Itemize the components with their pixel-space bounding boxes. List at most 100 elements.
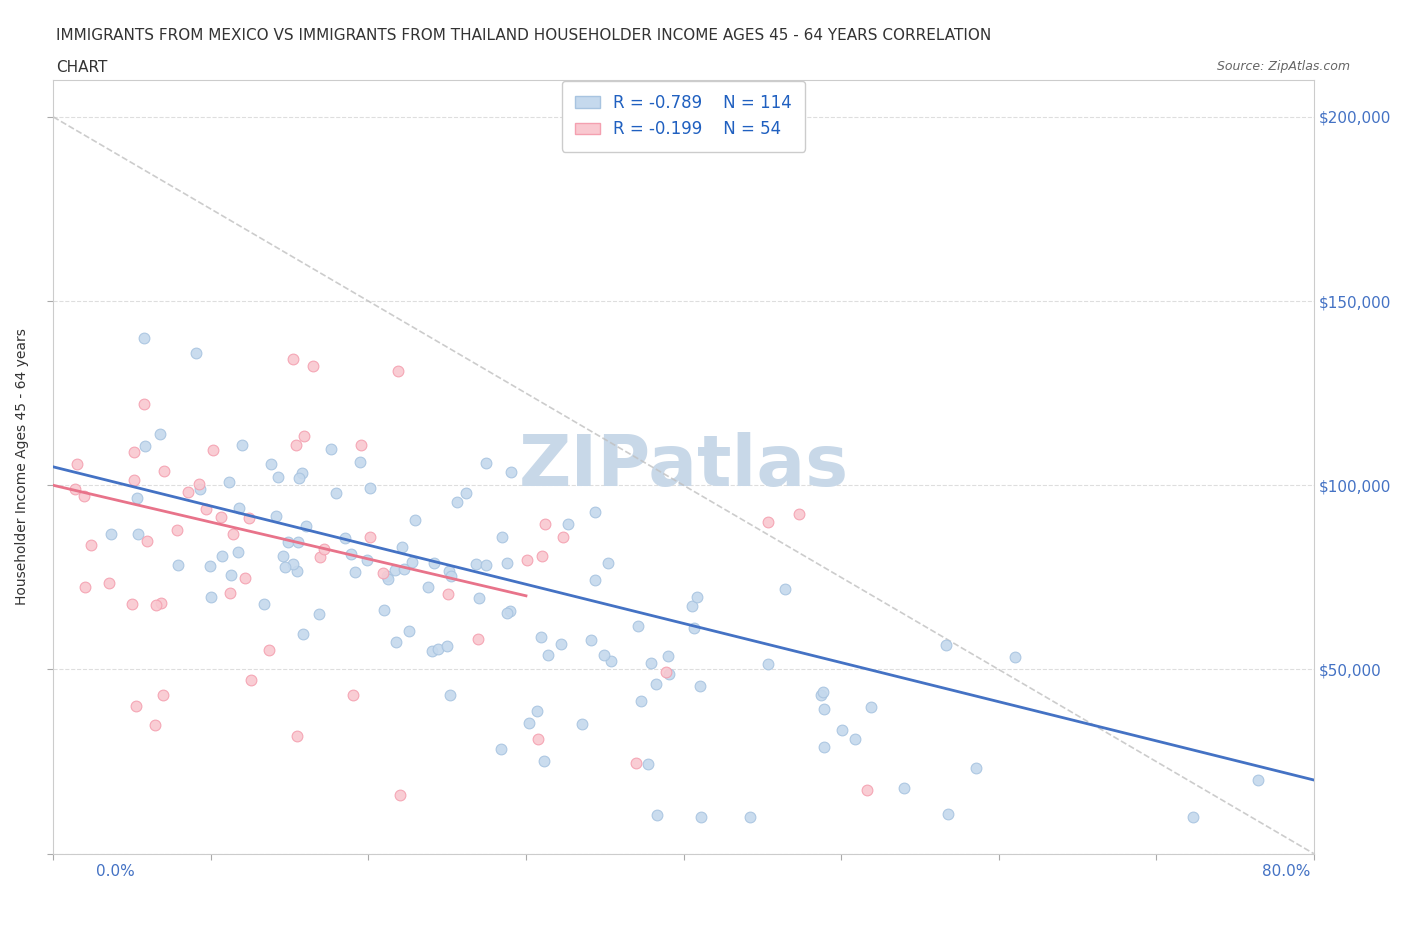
Point	[437, 587, 460, 602]
Point	[579, 632, 602, 647]
Point	[135, 533, 157, 548]
Point	[475, 456, 498, 471]
Point	[235, 571, 257, 586]
Point	[689, 678, 711, 693]
Point	[1247, 773, 1270, 788]
Point	[637, 757, 659, 772]
Point	[384, 563, 406, 578]
Point	[359, 529, 381, 544]
Point	[537, 647, 560, 662]
Point	[222, 526, 245, 541]
Point	[319, 442, 342, 457]
Point	[422, 555, 444, 570]
Point	[333, 530, 356, 545]
Point	[166, 523, 188, 538]
Point	[80, 538, 103, 552]
Point	[291, 465, 314, 480]
Point	[219, 568, 242, 583]
Point	[226, 545, 249, 560]
Point	[285, 564, 308, 578]
Point	[860, 699, 883, 714]
Point	[359, 480, 381, 495]
Point	[658, 667, 681, 682]
Point	[257, 643, 280, 658]
Point	[787, 507, 810, 522]
Point	[420, 644, 443, 658]
Point	[392, 562, 415, 577]
Text: IMMIGRANTS FROM MEXICO VS IMMIGRANTS FROM THAILAND HOUSEHOLDER INCOME AGES 45 - : IMMIGRANTS FROM MEXICO VS IMMIGRANTS FRO…	[56, 28, 991, 43]
Point	[349, 455, 371, 470]
Point	[491, 529, 513, 544]
Point	[596, 555, 619, 570]
Text: 0.0%: 0.0%	[96, 864, 135, 879]
Point	[188, 477, 211, 492]
Text: ZIPatlas: ZIPatlas	[519, 432, 849, 501]
Point	[124, 699, 146, 714]
Point	[1181, 809, 1204, 824]
Point	[253, 597, 276, 612]
Point	[150, 595, 173, 610]
Point	[127, 490, 149, 505]
Point	[647, 807, 669, 822]
Point	[238, 511, 260, 525]
Point	[437, 564, 460, 578]
Point	[630, 694, 652, 709]
Point	[533, 516, 555, 531]
Point	[291, 627, 314, 642]
Point	[496, 605, 519, 620]
Point	[65, 457, 87, 472]
Point	[267, 470, 290, 485]
Point	[285, 437, 308, 452]
Point	[474, 558, 496, 573]
Point	[73, 489, 96, 504]
Point	[63, 481, 86, 496]
Point	[831, 723, 853, 737]
Point	[292, 429, 315, 444]
Point	[811, 684, 834, 699]
Point	[231, 437, 253, 452]
Point	[240, 673, 263, 688]
Point	[75, 579, 97, 594]
Point	[177, 485, 200, 499]
Text: 80.0%: 80.0%	[1263, 864, 1310, 879]
Point	[517, 716, 540, 731]
Point	[496, 555, 519, 570]
Point	[218, 475, 240, 490]
Point	[530, 549, 553, 564]
Point	[856, 782, 879, 797]
Text: CHART: CHART	[56, 60, 108, 75]
Point	[427, 642, 450, 657]
Point	[190, 482, 212, 497]
Point	[100, 526, 122, 541]
Point	[557, 516, 579, 531]
Point	[516, 552, 538, 567]
Point	[439, 687, 461, 702]
Text: Source: ZipAtlas.com: Source: ZipAtlas.com	[1216, 60, 1350, 73]
Point	[401, 555, 423, 570]
Point	[349, 437, 371, 452]
Point	[501, 464, 523, 479]
Point	[184, 346, 207, 361]
Point	[467, 591, 489, 605]
Point	[314, 541, 336, 556]
Point	[690, 809, 713, 824]
Point	[285, 728, 308, 743]
Point	[228, 500, 250, 515]
Point	[551, 529, 574, 544]
Point	[121, 596, 143, 611]
Point	[124, 472, 146, 487]
Point	[152, 688, 174, 703]
Point	[384, 635, 406, 650]
Point	[145, 598, 167, 613]
Point	[436, 638, 458, 653]
Point	[194, 501, 217, 516]
Point	[167, 558, 190, 573]
Point	[440, 568, 463, 583]
Point	[200, 590, 222, 604]
Point	[936, 806, 959, 821]
Point	[683, 620, 706, 635]
Point	[527, 731, 550, 746]
Point	[274, 560, 297, 575]
Point	[149, 427, 172, 442]
Point	[1004, 649, 1026, 664]
